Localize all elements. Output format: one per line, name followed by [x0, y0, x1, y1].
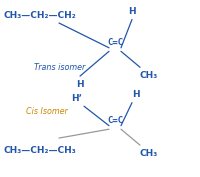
Text: Trans isomer: Trans isomer: [34, 63, 85, 72]
Text: H: H: [76, 80, 84, 89]
Text: CH₃—CH₂—CH₃: CH₃—CH₂—CH₃: [4, 146, 77, 155]
Text: C=C: C=C: [107, 116, 123, 125]
Text: CH₃: CH₃: [140, 149, 158, 158]
Text: Hʼ: Hʼ: [71, 94, 82, 103]
Text: H: H: [128, 7, 136, 16]
Text: C=C: C=C: [107, 38, 123, 47]
Text: H: H: [132, 90, 140, 99]
Text: CH₃—CH₂—CH₂: CH₃—CH₂—CH₂: [4, 12, 77, 20]
Text: Cis Isomer: Cis Isomer: [26, 107, 68, 116]
Text: CH₃: CH₃: [140, 71, 158, 80]
